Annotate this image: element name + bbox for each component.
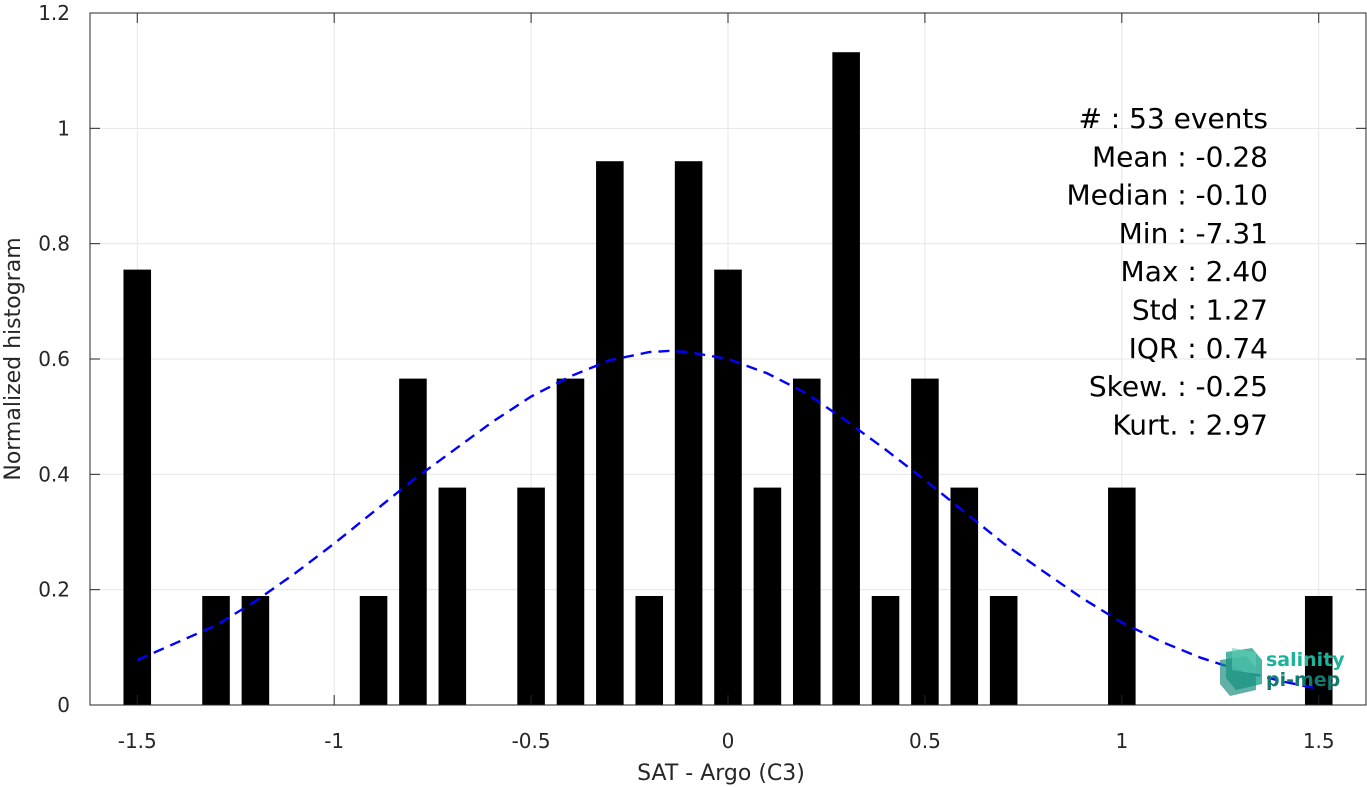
histogram-bar-18 xyxy=(989,596,1018,705)
histogram-bars xyxy=(123,52,1333,706)
histogram-bar-12 xyxy=(753,487,782,705)
logo-text-salinity: salinity xyxy=(1266,649,1345,671)
x-tick-label-6: 1.5 xyxy=(1303,729,1335,753)
histogram-bar-4 xyxy=(399,378,427,705)
histogram-bar-9 xyxy=(635,596,664,705)
histogram-bar-10 xyxy=(674,161,703,705)
stats-line-6: IQR : 0.74 xyxy=(1129,332,1268,365)
y-tick-label-4: 0.8 xyxy=(38,232,70,256)
histogram-bar-15 xyxy=(871,596,900,705)
histogram-bar-6 xyxy=(517,487,545,705)
histogram-bar-19 xyxy=(1108,487,1136,705)
y-tick-label-1: 0.2 xyxy=(38,578,70,602)
histogram-bar-8 xyxy=(596,161,624,705)
histogram-bar-1 xyxy=(202,596,230,705)
logo-cube-icon xyxy=(1220,648,1262,696)
stats-line-8: Kurt. : 2.97 xyxy=(1112,408,1268,441)
x-tick-label-4: 0.5 xyxy=(909,729,941,753)
x-axis-ticks: -1.5 -1 -0.5 0 0.5 1 1.5 xyxy=(118,13,1335,753)
y-tick-label-3: 0.6 xyxy=(38,347,70,371)
histogram-bar-16 xyxy=(911,378,939,705)
stats-line-0: # : 53 events xyxy=(1078,102,1268,135)
salinity-pi-mep-logo: salinity pi-mep xyxy=(1220,648,1345,696)
histogram-bar-7 xyxy=(556,378,585,705)
y-tick-label-6: 1.2 xyxy=(38,1,70,25)
histogram-bar-13 xyxy=(792,378,821,705)
stats-line-2: Median : -0.10 xyxy=(1066,179,1268,212)
stats-line-3: Min : -7.31 xyxy=(1119,217,1268,250)
stats-line-4: Max : 2.40 xyxy=(1121,255,1268,288)
x-tick-label-2: -0.5 xyxy=(512,729,551,753)
logo-text-pi-mep: pi-mep xyxy=(1266,669,1340,691)
histogram-bar-2 xyxy=(241,596,270,705)
histogram-bar-11 xyxy=(714,269,742,705)
histogram-bar-14 xyxy=(832,52,860,706)
y-tick-label-0: 0 xyxy=(57,693,70,717)
stats-line-1: Mean : -0.28 xyxy=(1092,140,1268,173)
x-tick-label-0: -1.5 xyxy=(118,729,157,753)
y-axis-label: Normalized histogram xyxy=(1,237,26,480)
histogram-bar-17 xyxy=(950,487,979,705)
y-axis-ticks: 0 0.2 0.4 0.6 0.8 1 1.2 xyxy=(38,1,1366,717)
histogram-bar-3 xyxy=(359,596,388,705)
y-tick-label-2: 0.4 xyxy=(38,462,70,486)
stats-line-5: Std : 1.27 xyxy=(1132,294,1268,327)
histogram-bar-0 xyxy=(123,269,152,705)
x-tick-label-1: -1 xyxy=(324,729,344,753)
x-tick-label-3: 0 xyxy=(722,729,735,753)
stats-annotation: # : 53 events Mean : -0.28 Median : -0.10 M… xyxy=(1066,102,1268,441)
y-tick-label-5: 1 xyxy=(57,116,70,140)
stats-line-7: Skew. : -0.25 xyxy=(1089,370,1268,403)
normal-fit-curve xyxy=(136,349,1319,691)
x-tick-label-5: 1 xyxy=(1115,729,1128,753)
histogram-bar-5 xyxy=(438,487,467,705)
x-axis-label: SAT - Argo (C3) xyxy=(637,761,805,786)
